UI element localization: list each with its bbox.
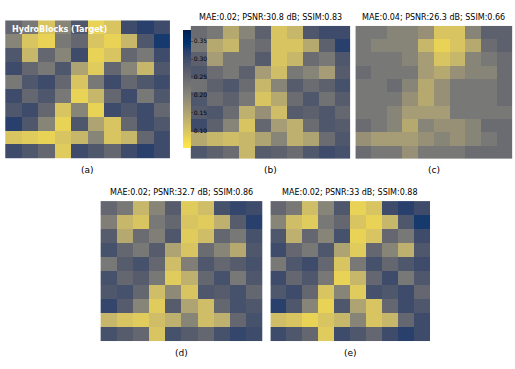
svg-text:MAE:0.02; PSNR:32.7 dB; SSIM:0: MAE:0.02; PSNR:32.7 dB; SSIM:0.86 — [110, 188, 253, 197]
svg-text:(a): (a) — [81, 165, 94, 175]
svg-text:(d): (d) — [175, 348, 188, 358]
svg-text:0.30: 0.30 — [194, 55, 208, 62]
svg-text:0.15: 0.15 — [194, 109, 208, 116]
svg-text:0.35: 0.35 — [194, 37, 208, 44]
svg-text:MAE:0.04; PSNR:26.3 dB; SSIM:0: MAE:0.04; PSNR:26.3 dB; SSIM:0.66 — [362, 13, 505, 22]
svg-text:(b): (b) — [264, 165, 277, 175]
svg-text:0.10: 0.10 — [194, 127, 208, 134]
svg-text:(c): (c) — [428, 165, 440, 175]
svg-text:MAE:0.02; PSNR:33 dB; SSIM:0.8: MAE:0.02; PSNR:33 dB; SSIM:0.88 — [282, 188, 418, 197]
svg-text:MAE:0.02; PSNR:30.8 dB; SSIM:0: MAE:0.02; PSNR:30.8 dB; SSIM:0.83 — [199, 13, 342, 22]
svg-text:HydroBlocks (Target): HydroBlocks (Target) — [12, 25, 107, 34]
svg-text:0.25: 0.25 — [194, 73, 208, 80]
svg-text:0.20: 0.20 — [194, 91, 208, 98]
svg-text:(e): (e) — [344, 348, 357, 358]
